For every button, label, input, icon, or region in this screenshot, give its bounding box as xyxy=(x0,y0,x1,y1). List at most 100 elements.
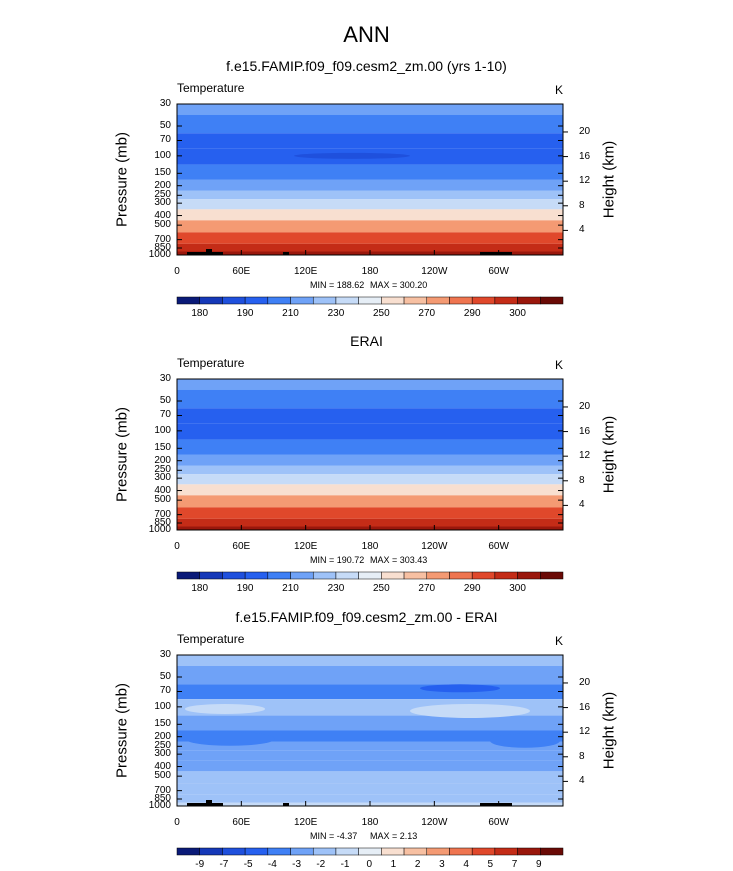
variable-label: Temperature xyxy=(177,356,245,370)
colorbar-swatch xyxy=(403,571,428,580)
field-band xyxy=(177,379,563,390)
y-tick-label: 500 xyxy=(154,770,171,782)
colorbar-swatch xyxy=(403,847,428,856)
y-tick-label: 300 xyxy=(154,748,171,760)
field-band xyxy=(177,164,563,180)
topography xyxy=(283,252,289,255)
field-bands xyxy=(177,379,563,530)
field-band xyxy=(177,454,563,466)
height-tick-label: 4 xyxy=(579,224,585,236)
colorbar-label: 210 xyxy=(282,583,299,594)
colorbar-swatch xyxy=(244,571,269,580)
field-band xyxy=(177,730,563,742)
height-tick-label: 8 xyxy=(579,750,585,762)
colorbar-swatch xyxy=(381,296,405,305)
colorbar-swatch xyxy=(244,847,269,856)
y-tick-label: 100 xyxy=(154,700,171,712)
colorbar-swatch xyxy=(244,296,269,305)
colorbar-swatch xyxy=(176,296,200,305)
colorbar-label: 230 xyxy=(327,583,345,594)
colorbar-swatch xyxy=(335,296,359,305)
x-tick-label: 120W xyxy=(421,541,448,552)
colorbar-swatch xyxy=(199,847,223,856)
height-tick-label: 16 xyxy=(579,425,591,437)
colorbar-label: 9 xyxy=(535,859,542,870)
y-tick-label: 400 xyxy=(154,484,171,496)
colorbar-swatch xyxy=(199,296,223,305)
colorbar-swatch xyxy=(381,571,405,580)
y-tick-label: 850 xyxy=(154,242,171,253)
y-axis-label: Pressure (mb) xyxy=(113,131,131,227)
topography xyxy=(187,252,223,255)
field-band xyxy=(177,439,563,455)
colorbar-label: 5 xyxy=(487,859,494,870)
height-tick-label: 20 xyxy=(579,676,591,688)
y-tick-label: 250 xyxy=(154,740,171,752)
colorbar-label: 190 xyxy=(236,308,254,319)
colorbar-label: -3 xyxy=(292,859,302,870)
cold-anomaly xyxy=(420,684,500,693)
height-tick-label: 12 xyxy=(579,726,591,738)
colorbar-label: 250 xyxy=(373,583,390,594)
colorbar-swatch xyxy=(290,296,314,305)
field-band xyxy=(177,684,563,700)
field-band xyxy=(177,771,563,784)
height-tick-label: 20 xyxy=(579,400,591,412)
y-tick-label: 150 xyxy=(154,718,171,730)
colorbar-swatch xyxy=(358,571,382,580)
field-band xyxy=(177,190,563,200)
colorbar-swatch xyxy=(471,296,496,305)
field-bands xyxy=(177,104,563,255)
cold-core xyxy=(294,152,410,159)
colorbar-swatch xyxy=(176,847,200,856)
y-tick-label: 300 xyxy=(154,472,171,484)
colorbar-swatch xyxy=(335,571,359,580)
colorbar-label: 300 xyxy=(509,308,526,319)
colorbar-label: 290 xyxy=(463,583,481,594)
variable-label: Temperature xyxy=(177,632,245,646)
colorbar-label: 270 xyxy=(418,308,436,319)
colorbar-swatch xyxy=(290,571,314,580)
units-label: K xyxy=(555,634,564,648)
y-tick-label: 50 xyxy=(159,119,171,131)
colorbar-swatch xyxy=(176,571,200,580)
x-tick-label: 0 xyxy=(174,266,180,277)
x-tick-label: 180 xyxy=(361,817,379,828)
topography xyxy=(480,252,512,255)
colorbar-swatch xyxy=(426,296,450,305)
height-tick-label: 12 xyxy=(579,175,591,187)
x-tick-label: 60W xyxy=(488,266,509,277)
y-axis-label-right: Height (km) xyxy=(600,415,618,493)
y-tick-label: 300 xyxy=(154,197,171,209)
field-band xyxy=(177,495,563,508)
colorbar-swatch xyxy=(471,847,496,856)
field-band xyxy=(177,220,563,233)
topography xyxy=(480,803,512,806)
x-tick-label: 60W xyxy=(488,541,509,552)
colorbar-label: 4 xyxy=(463,859,469,870)
x-tick-label: 60E xyxy=(232,817,251,828)
y-axis-label-right: Height (km) xyxy=(600,140,618,218)
y-tick-label: 70 xyxy=(159,685,171,697)
y-tick-label: 100 xyxy=(154,424,171,436)
panel-title: f.e15.FAMIP.f09_f09.cesm2_zm.00 - ERAI xyxy=(235,609,498,625)
cold-anomaly xyxy=(490,733,560,748)
colorbar-label: 190 xyxy=(236,583,254,594)
x-tick-label: 120W xyxy=(421,266,448,277)
colorbar-label: 1 xyxy=(390,859,397,870)
height-tick-label: 4 xyxy=(579,775,585,787)
height-tick-label: 16 xyxy=(579,150,591,162)
y-tick-label: 200 xyxy=(154,179,171,191)
y-tick-label: 150 xyxy=(154,167,171,179)
height-tick-label: 16 xyxy=(579,701,591,713)
field-band xyxy=(177,760,563,772)
colorbar-swatch xyxy=(335,847,359,856)
panel-title: f.e15.FAMIP.f09_f09.cesm2_zm.00 (yrs 1-1… xyxy=(226,58,507,74)
y-tick-label: 850 xyxy=(154,793,171,804)
y-tick-label: 400 xyxy=(154,760,171,772)
colorbar-label: -4 xyxy=(267,859,277,870)
field-band xyxy=(177,715,563,731)
topography xyxy=(187,803,223,806)
field-band xyxy=(177,665,563,685)
